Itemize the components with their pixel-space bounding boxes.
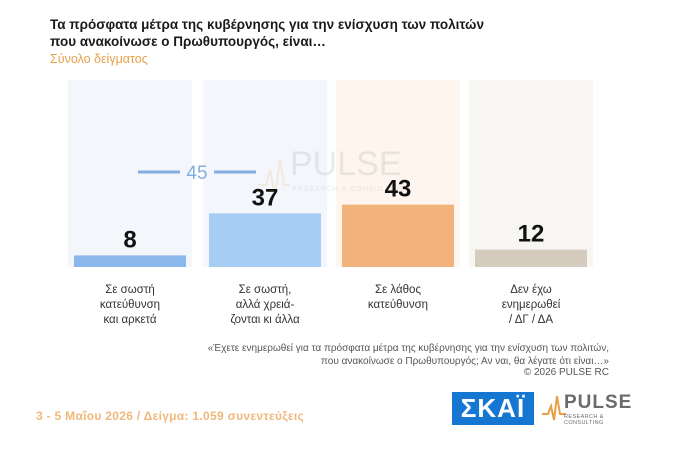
category-label-line: ζονται κι άλλα xyxy=(230,314,300,326)
bar-value-label: 37 xyxy=(252,184,279,211)
bar xyxy=(475,249,587,267)
category-label-line: Σε λάθος xyxy=(375,284,421,296)
survey-question-line-1: «Έχετε ενημερωθεί για τα πρόσφατα μέτρα … xyxy=(207,343,609,354)
category-label-line: αλλά χρειά- xyxy=(235,299,295,311)
chart-title-line-1: Τα πρόσφατα μέτρα της κυβέρνησης για την… xyxy=(50,17,484,32)
chart-title: Τα πρόσφατα μέτρα της κυβέρνησης για την… xyxy=(50,16,510,50)
bar-value-label: 12 xyxy=(518,221,545,248)
bar-background-panel xyxy=(469,80,593,267)
survey-question: «Έχετε ενημερωθεί για τα πρόσφατα μέτρα … xyxy=(149,342,609,368)
survey-footer: 3 - 5 Μαΐου 2026 / Δείγμα: 1.059 συνεντε… xyxy=(36,409,305,423)
copyright-notice: © 2026 PULSE RC xyxy=(523,367,609,378)
watermark-heartbeat-icon xyxy=(258,159,290,196)
bar xyxy=(74,255,186,267)
watermark-subtitle: RESEARCH & CONSULTING xyxy=(292,186,406,193)
survey-question-line-2: που ανακοίνωσε ο Πρωθυπουργός; Αν ναι, θ… xyxy=(321,356,609,367)
combined-total-annotation: 45 xyxy=(138,163,256,184)
category-label: Σε σωστή κατεύθυνση και αρκετά xyxy=(68,283,192,328)
category-label-line: κατεύθυνση xyxy=(367,299,429,311)
category-label: Σε λάθος κατεύθυνση xyxy=(336,283,460,313)
pulse-watermark: PULSE RESEARCH & CONSULTING xyxy=(258,145,406,196)
watermark-text: PULSE xyxy=(290,145,402,183)
category-label-line: ενημερωθεί xyxy=(501,299,561,311)
pulse-logo: PULSE RESEARCH & CONSULTING xyxy=(542,390,642,430)
category-label-line: / ΔΓ / ΔΑ xyxy=(508,314,554,326)
bar-value-label: 8 xyxy=(123,226,136,253)
annotation-label: 45 xyxy=(186,163,207,184)
pulse-logo-subtitle: RESEARCH & CONSULTING xyxy=(564,414,604,426)
bar-value-label: 43 xyxy=(385,176,412,203)
category-label-line: και αρκετά xyxy=(103,314,157,326)
pulse-heartbeat-icon xyxy=(542,395,566,421)
category-label: Σε σωστή, αλλά χρειά-ζονται κι άλλα xyxy=(203,283,327,328)
category-label-line: Δεν έχω xyxy=(510,284,552,296)
category-label-line: Σε σωστή xyxy=(105,284,155,296)
category-label-line: κατεύθυνση xyxy=(99,299,161,311)
skai-logo: ΣΚΑΪ xyxy=(452,392,534,425)
pulse-logo-word: PULSE xyxy=(564,392,633,413)
category-label-line: Σε σωστή, xyxy=(238,284,292,296)
bar xyxy=(342,204,454,267)
bar xyxy=(209,213,321,267)
category-label: Δεν έχω ενημερωθεί / ΔΓ / ΔΑ xyxy=(469,283,593,328)
chart-subtitle: Σύνολο δείγματος xyxy=(50,52,148,66)
chart-title-line-2: που ανακοίνωσε ο Πρωθυπουργός, είναι… xyxy=(50,34,326,49)
